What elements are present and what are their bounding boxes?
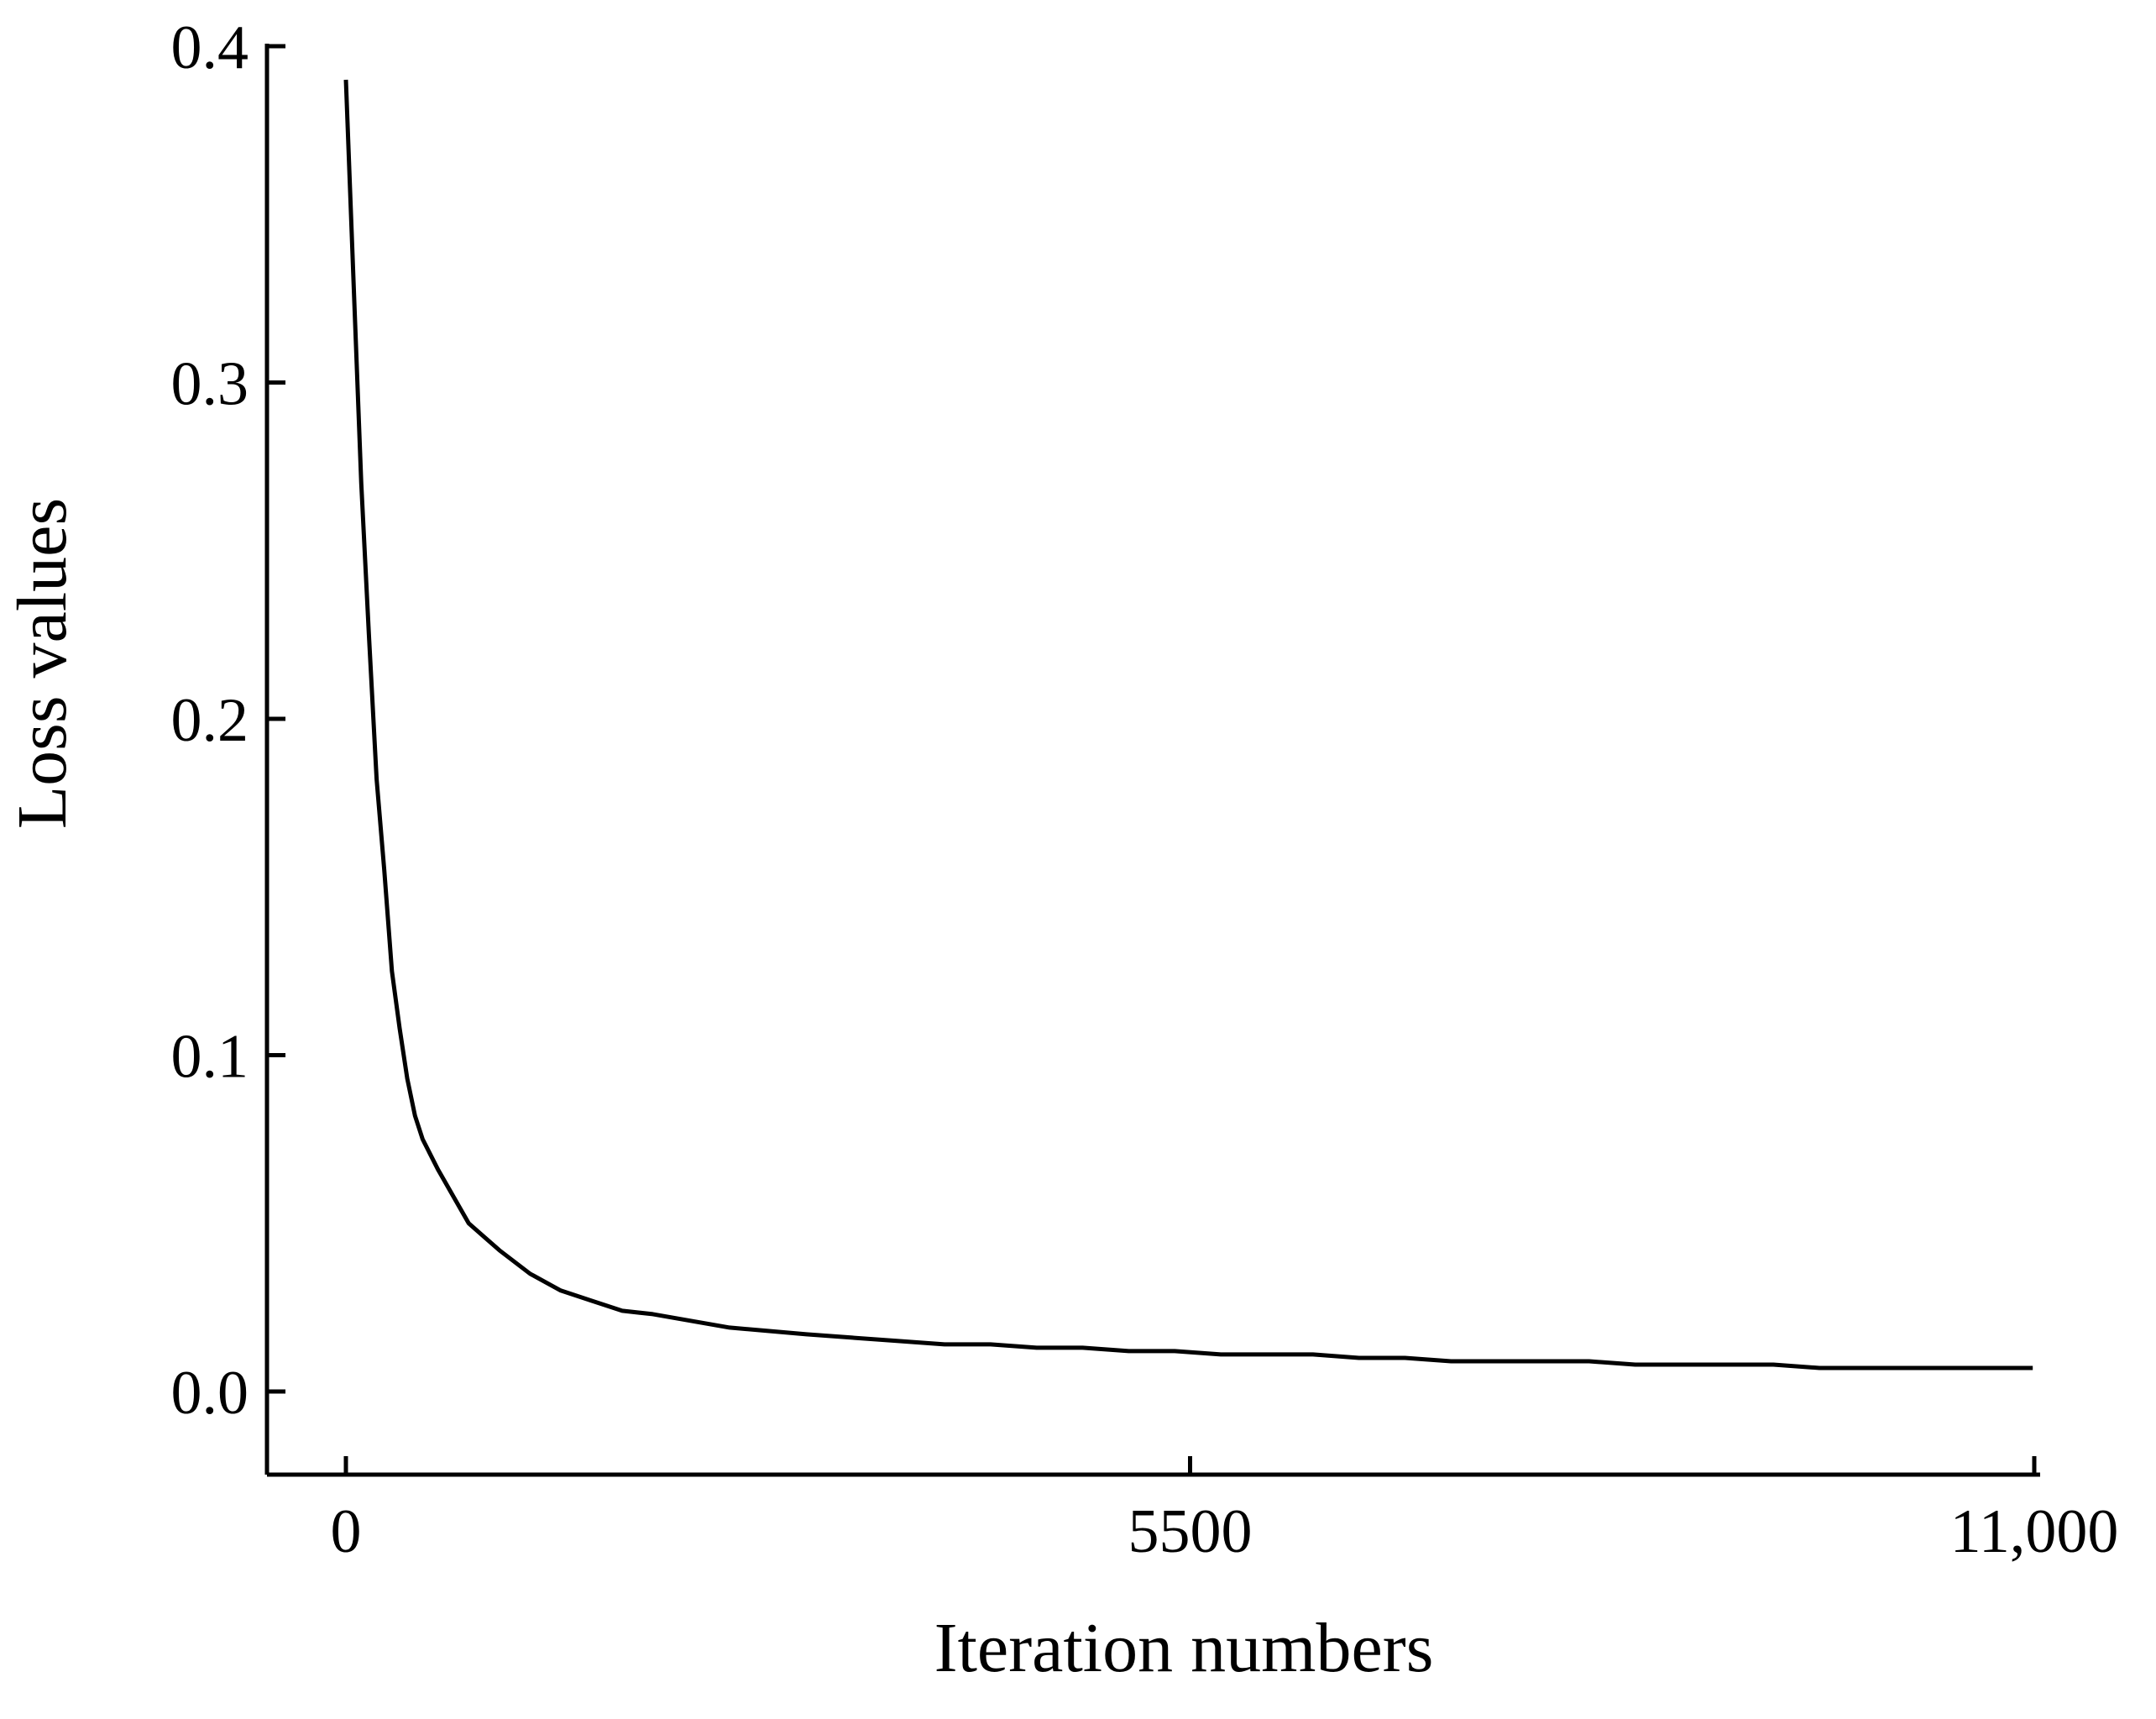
x-tick-label: 11,000 xyxy=(1950,1497,2119,1566)
ticks: 0.0 0.1 0.2 0.3 0.4 0 5500 11,000 xyxy=(171,13,2119,1566)
x-tick-label: 0 xyxy=(331,1497,362,1566)
axes xyxy=(264,44,2040,1477)
y-tick-label: 0.2 xyxy=(171,686,249,755)
y-tick-label: 0.3 xyxy=(171,350,249,419)
series-line xyxy=(343,79,2033,1370)
y-axis-title: Loss values xyxy=(3,498,81,829)
x-axis-title: Iteration numbers xyxy=(934,1609,1434,1687)
y-tick-label: 0.4 xyxy=(171,13,249,82)
series-layer xyxy=(343,79,2033,1370)
x-tick-label: 5500 xyxy=(1128,1497,1253,1566)
y-tick-label: 0.0 xyxy=(171,1359,249,1428)
y-tick-label: 0.1 xyxy=(171,1023,249,1092)
